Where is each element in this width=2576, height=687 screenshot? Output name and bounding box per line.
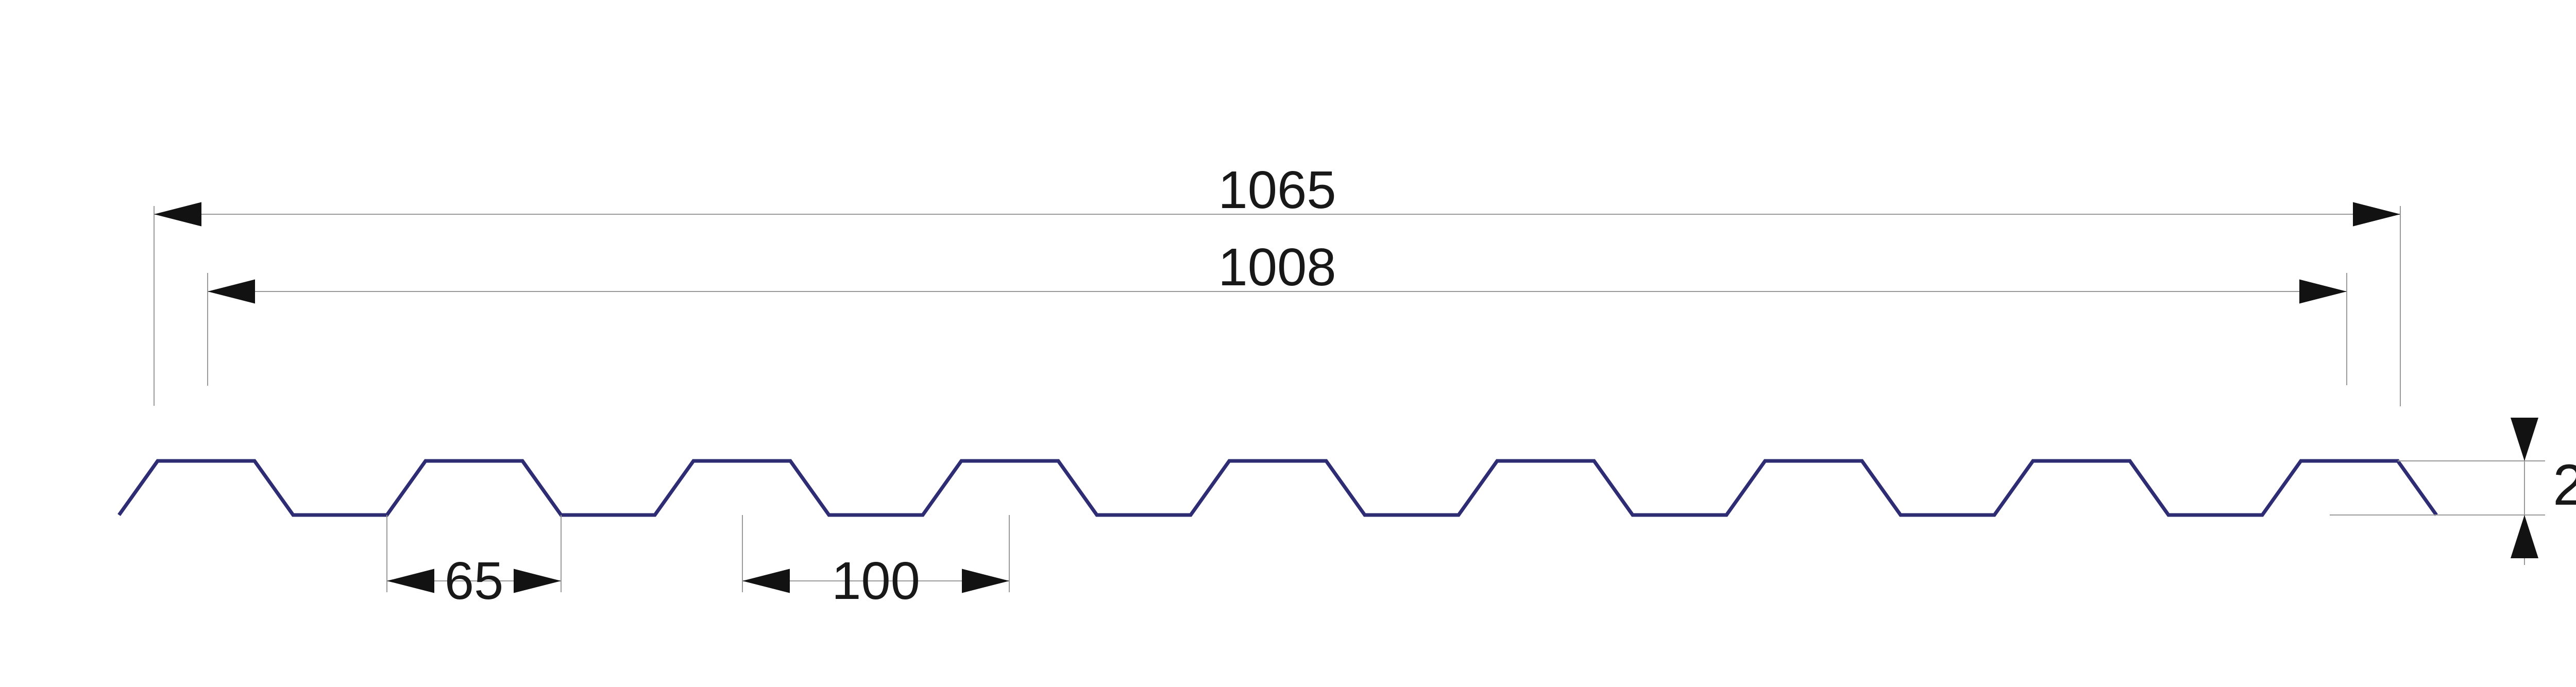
svg-text:21 мм: 21 мм: [2553, 453, 2576, 517]
svg-text:1065: 1065: [1218, 160, 1336, 219]
svg-text:1008: 1008: [1218, 237, 1336, 297]
svg-text:65: 65: [445, 551, 504, 610]
svg-text:100: 100: [832, 551, 920, 610]
